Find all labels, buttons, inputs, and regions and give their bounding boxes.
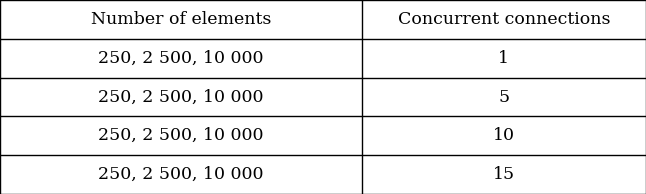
Text: 10: 10 <box>493 127 515 144</box>
Text: Number of elements: Number of elements <box>90 11 271 28</box>
Text: 250, 2 500, 10 000: 250, 2 500, 10 000 <box>98 166 264 183</box>
Text: 250, 2 500, 10 000: 250, 2 500, 10 000 <box>98 88 264 106</box>
Text: 250, 2 500, 10 000: 250, 2 500, 10 000 <box>98 50 264 67</box>
Text: Concurrent connections: Concurrent connections <box>398 11 610 28</box>
Text: 5: 5 <box>498 88 510 106</box>
Text: 1: 1 <box>498 50 510 67</box>
Text: 250, 2 500, 10 000: 250, 2 500, 10 000 <box>98 127 264 144</box>
Text: 15: 15 <box>493 166 515 183</box>
